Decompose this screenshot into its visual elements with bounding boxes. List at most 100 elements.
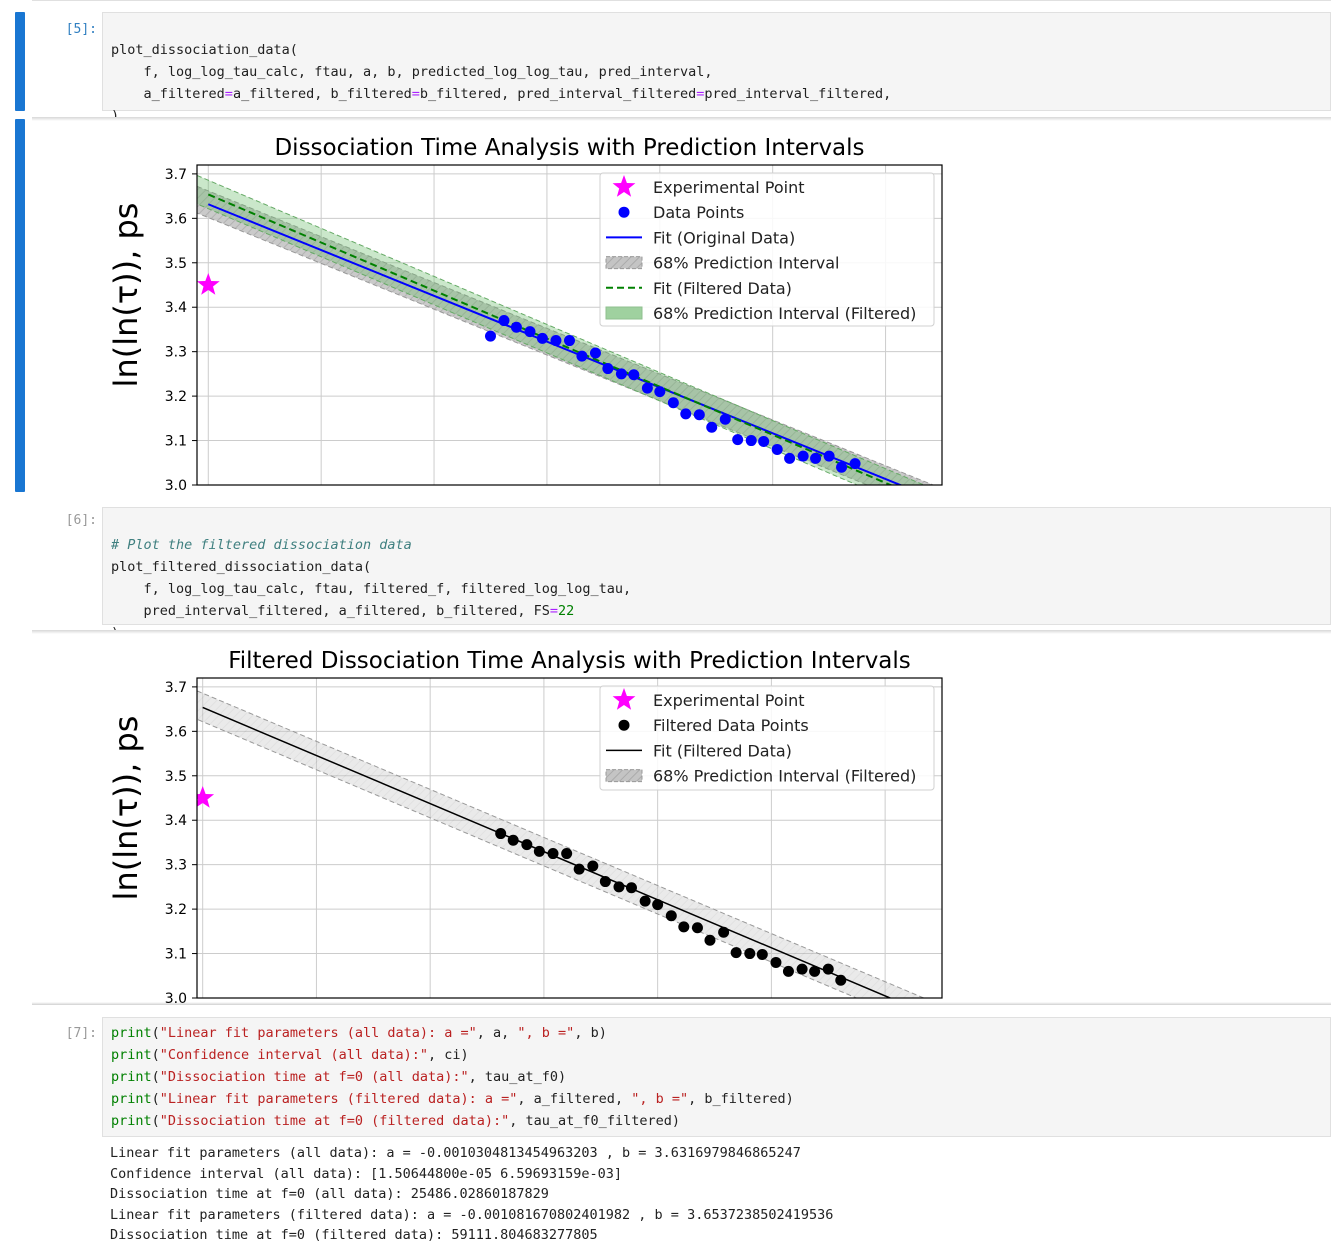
data-point (564, 335, 575, 347)
cell-7-output: Linear fit parameters (all data): a = -0… (102, 1143, 833, 1246)
data-point (615, 368, 627, 380)
data-point (628, 369, 640, 381)
y-tick-label: 3.0 (165, 991, 187, 1005)
data-point (836, 461, 848, 473)
chart-title: Dissociation Time Analysis with Predicti… (274, 135, 864, 161)
prediction-band-filtered (197, 174, 926, 485)
data-point (744, 948, 756, 960)
y-tick-label: 3.2 (165, 389, 187, 405)
data-point (602, 363, 614, 375)
output-line: Linear fit parameters (filtered data): a… (110, 1206, 834, 1223)
code-line: ) (111, 108, 120, 124)
data-point (730, 947, 742, 959)
data-point (680, 408, 692, 420)
data-point (547, 848, 559, 860)
cell-prompt: [7]: (65, 1026, 97, 1041)
output-line: Dissociation time at f=0 (filtered data)… (110, 1227, 598, 1243)
experimental-point-marker (197, 273, 220, 295)
legend-label: Experimental Point (653, 691, 805, 710)
data-point (587, 860, 599, 872)
output-area-6: Filtered Dissociation Time Analysis with… (32, 630, 1331, 1005)
data-point (719, 413, 731, 425)
cell-prompt: [5]: (65, 22, 97, 37)
data-point (654, 386, 666, 398)
legend-label: Data Points (653, 203, 744, 222)
data-point (745, 435, 757, 447)
data-point (576, 350, 588, 362)
y-tick-label: 3.4 (165, 300, 187, 316)
y-axis-label: ln(ln(τ)), ps (107, 203, 145, 388)
data-point (484, 330, 496, 342)
code-cell-7[interactable]: print("Linear fit parameters (all data):… (102, 1017, 1331, 1137)
data-point (822, 963, 834, 975)
y-tick-label: 3.5 (165, 256, 187, 272)
y-tick-label: 3.5 (165, 769, 187, 785)
code-line: f, log_log_tau_calc, ftau, filtered_f, f… (111, 581, 632, 597)
code-line: plot_filtered_dissociation_data( (111, 559, 372, 575)
y-tick-label: 3.7 (165, 680, 187, 696)
data-point (665, 910, 677, 922)
data-point (809, 965, 821, 977)
code-line: f, log_log_tau_calc, ftau, a, b, predict… (111, 64, 713, 80)
code-line: pred_interval_filtered, a_filtered, b_fi… (111, 603, 575, 619)
output-area-5: Dissociation Time Analysis with Predicti… (32, 117, 1331, 492)
output-selection-bar[interactable] (15, 119, 25, 492)
code-line: print("Linear fit parameters (filtered d… (111, 1091, 794, 1107)
code-line: print("Dissociation time at f=0 (filtere… (111, 1113, 680, 1129)
data-point (599, 876, 611, 888)
data-point (706, 421, 718, 433)
legend-marker-dot (618, 206, 630, 218)
data-point (849, 458, 861, 470)
cell-selection-bar[interactable] (15, 12, 25, 111)
legend-marker-dot (618, 719, 630, 731)
data-point (561, 848, 573, 860)
code-line: print("Linear fit parameters (all data):… (111, 1025, 607, 1041)
y-tick-label: 3.7 (165, 167, 187, 183)
data-point (796, 963, 808, 975)
data-point (533, 845, 545, 857)
output-line: Confidence interval (all data): [1.50644… (110, 1165, 623, 1182)
data-point (521, 839, 533, 851)
data-point (652, 899, 664, 911)
legend-marker-star (612, 175, 636, 197)
y-tick-label: 3.2 (165, 902, 187, 918)
chart-title: Filtered Dissociation Time Analysis with… (228, 648, 911, 674)
data-point (498, 315, 510, 327)
fit-line-original (207, 203, 903, 485)
data-point (756, 948, 768, 960)
legend-marker-band (605, 256, 643, 270)
chart-dissociation: Dissociation Time Analysis with Predicti… (107, 135, 943, 492)
cell-prompt: [6]: (65, 513, 97, 528)
y-tick-label: 3.6 (165, 211, 187, 227)
y-tick-label: 3.3 (165, 858, 187, 874)
data-point (823, 450, 835, 462)
data-point (524, 326, 536, 338)
y-tick-label: 3.1 (165, 947, 187, 963)
legend-label: 68% Prediction Interval (Filtered) (653, 304, 916, 323)
data-point (613, 881, 625, 893)
data-point (693, 409, 705, 421)
code-cell-5[interactable]: plot_dissociation_data( f, log_log_tau_c… (102, 12, 1331, 124)
legend-frame (599, 172, 935, 327)
legend-label: Fit (Filtered Data) (653, 279, 792, 298)
data-point (536, 332, 548, 344)
data-point (678, 921, 690, 933)
output-line: Linear fit parameters (all data): a = -0… (110, 1145, 801, 1161)
data-point (507, 834, 519, 846)
y-tick-label: 3.3 (165, 345, 187, 361)
top-divider (32, 0, 1331, 1)
data-point (667, 397, 679, 409)
output-line: Dissociation time at f=0 (all data): 254… (110, 1186, 549, 1202)
axes-frame (196, 164, 943, 486)
legend-label: Fit (Filtered Data) (653, 741, 792, 760)
axes-frame (196, 677, 943, 999)
y-tick-label: 3.1 (165, 434, 187, 450)
data-point (784, 452, 796, 464)
data-point (835, 974, 847, 986)
legend-marker-band (605, 769, 643, 783)
code-line: print("Confidence interval (all data):",… (111, 1047, 469, 1063)
code-cell-6[interactable]: # Plot the filtered dissociation data plo… (102, 507, 1331, 641)
y-tick-label: 3.6 (165, 724, 187, 740)
prediction-band-filtered (197, 690, 926, 998)
prediction-band (197, 185, 935, 485)
